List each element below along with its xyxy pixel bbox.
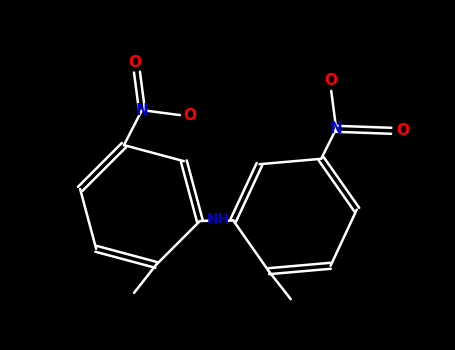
Text: O: O [397,123,410,138]
Text: NH: NH [207,212,230,226]
Text: O: O [325,73,338,88]
Text: N: N [136,103,148,118]
Text: O: O [128,55,142,70]
Text: N: N [330,121,343,136]
Text: O: O [183,107,197,122]
